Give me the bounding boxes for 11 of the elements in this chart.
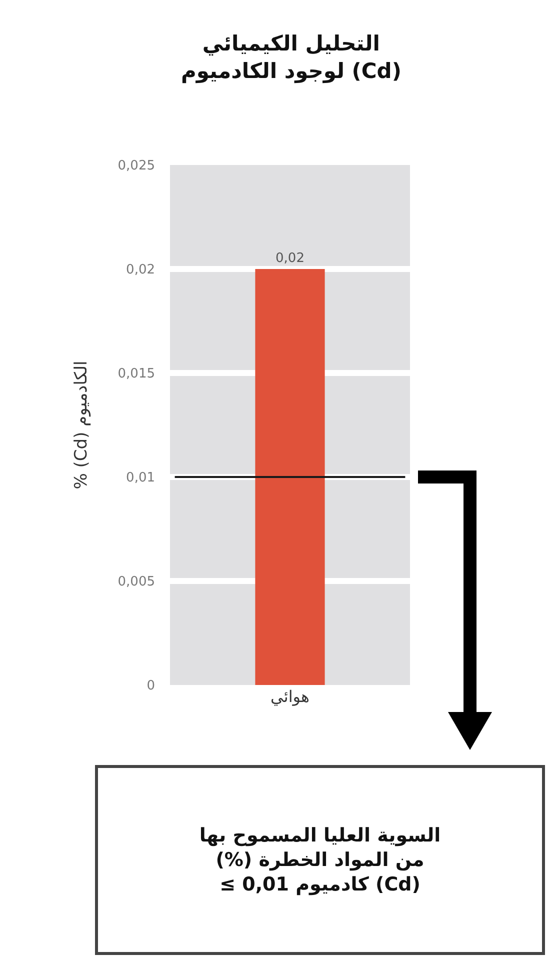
text: السوية العليا المسموح بها (%) من المواد الخطرة ≤ 0,01 كادميوم (Cd): [199, 824, 441, 896]
y-tick-label: 0,02: [126, 262, 155, 278]
x-tick-label: هوائي: [270, 687, 310, 706]
y-tick-label: 0,01: [126, 470, 155, 486]
chart-title: التحليل الكيميائي لوجود الكادميوم (Cd): [180, 32, 402, 84]
data-label: 0,02: [276, 251, 304, 266]
y-tick-label: 0,025: [118, 158, 155, 174]
y-tick-label: 0: [146, 678, 155, 694]
y-axis-title: % (Cd) الكادميوم: [71, 360, 92, 490]
y-tick-label: 0,005: [118, 574, 155, 590]
y-tick-label: 0,015: [118, 366, 155, 382]
